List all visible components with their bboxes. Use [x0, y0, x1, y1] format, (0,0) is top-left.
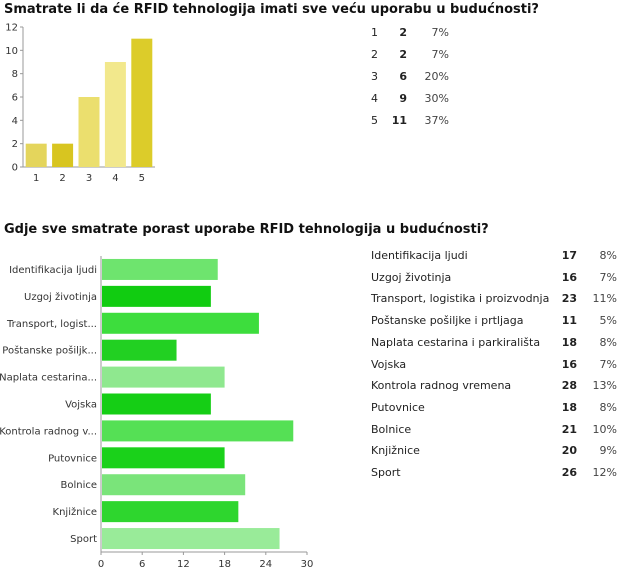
- stats-count: 2: [399, 26, 407, 39]
- bar-4: [104, 62, 126, 167]
- y-tick-label: 6: [12, 93, 18, 104]
- x-tick-label: 4: [112, 173, 118, 184]
- bar-row: [102, 393, 211, 415]
- stats-count: 11: [561, 314, 577, 328]
- bar-2: [52, 143, 74, 167]
- x-tick-label: 6: [139, 559, 145, 570]
- category-label: Transport, logist...: [6, 319, 97, 330]
- stats-count: 18: [561, 335, 577, 349]
- category-label: Putovnice: [48, 453, 97, 464]
- category-label: Uzgoj životinja: [24, 291, 97, 303]
- stats-count: 16: [561, 270, 577, 284]
- category-label: Knjižnice: [53, 506, 97, 518]
- question2-bar-chart: Identifikacija ljudi Uzgoj životinja Trans…: [0, 256, 314, 570]
- stats-label: 5: [371, 114, 378, 127]
- stats-count: 2: [399, 48, 407, 61]
- stats-percent: 8%: [599, 249, 617, 262]
- question1-title: Smatrate li da će RFID tehnologija imati…: [4, 2, 539, 17]
- bar-5: [131, 38, 153, 168]
- bar-row: [102, 528, 280, 550]
- stats-count: 18: [561, 400, 577, 414]
- stats-percent: 7%: [431, 26, 449, 39]
- stats-label: Vojska: [371, 357, 407, 371]
- stats-percent: 5%: [599, 314, 617, 328]
- stats-count: 26: [561, 466, 577, 479]
- stats-count: 16: [561, 357, 577, 371]
- stats-label: Uzgoj životinja: [371, 270, 452, 284]
- stats-label: Poštanske pošiljke i prtljaga: [371, 314, 524, 328]
- stats-percent: 8%: [599, 335, 617, 349]
- x-tick-label: 0: [98, 559, 104, 570]
- bar-row: [102, 285, 211, 307]
- stats-count: 6: [399, 70, 407, 83]
- stats-label: Putovnice: [371, 400, 425, 414]
- stats-percent: 30%: [424, 92, 449, 105]
- stats-percent: 11%: [592, 292, 617, 306]
- category-label: Poštanske pošiljk...: [2, 345, 97, 357]
- stats-label: 2: [371, 48, 378, 61]
- bar-row: [102, 420, 294, 442]
- stats-count: 17: [561, 249, 577, 262]
- category-label: Sport: [70, 534, 97, 545]
- bar-row: [102, 366, 225, 388]
- x-tick-label: 12: [177, 559, 190, 570]
- category-label: Identifikacija ljudi: [9, 265, 97, 276]
- bar-row: [102, 501, 239, 523]
- stats-label: Identifikacija ljudi: [371, 249, 468, 262]
- y-tick-label: 8: [12, 69, 18, 80]
- stats-percent: 37%: [424, 114, 449, 127]
- stats-percent: 13%: [592, 379, 617, 393]
- stats-count: 21: [561, 422, 577, 436]
- bar-row: [102, 258, 218, 280]
- stats-percent: 20%: [424, 70, 449, 83]
- y-tick-label: 12: [5, 23, 18, 34]
- x-tick-label: 18: [218, 559, 231, 570]
- stats-count: 9: [399, 92, 407, 105]
- bar-row: [102, 312, 259, 334]
- stats-percent: 7%: [599, 270, 617, 284]
- y-tick-label: 4: [12, 116, 18, 127]
- x-tick-label: 3: [86, 173, 92, 184]
- stats-percent: 7%: [431, 48, 449, 61]
- x-tick-label: 5: [139, 173, 145, 184]
- stats-label: Naplata cestarina i parkirališta: [371, 335, 541, 349]
- category-label: Bolnice: [60, 480, 97, 491]
- stats-percent: 7%: [599, 357, 617, 371]
- stats-label: Transport, logistika i proizvodnja: [371, 292, 550, 306]
- bar-1: [25, 143, 47, 167]
- stats-label: 3: [371, 70, 378, 83]
- y-tick-label: 0: [12, 163, 18, 174]
- stats-percent: 10%: [592, 422, 617, 436]
- stats-label: 4: [371, 92, 378, 105]
- y-tick-label: 10: [5, 46, 18, 57]
- stats-label: 1: [371, 26, 378, 39]
- question2-title: Gdje sve smatrate porast uporabe RFID te…: [4, 222, 489, 237]
- stats-count: 23: [561, 292, 577, 306]
- stats-percent: 12%: [592, 466, 617, 479]
- x-tick-label: 2: [59, 173, 65, 184]
- bar-row: [102, 447, 225, 469]
- stats-label: Bolnice: [371, 422, 412, 436]
- bar-row: [102, 474, 246, 496]
- stats-count: 28: [561, 379, 577, 393]
- category-label: Vojska: [65, 400, 97, 411]
- stats-count: 11: [391, 114, 407, 127]
- x-tick-label: 1: [33, 173, 39, 184]
- stats-label: Kontrola radnog vremena: [371, 379, 512, 393]
- bar-3: [78, 97, 100, 167]
- stats-percent: 9%: [599, 444, 617, 458]
- category-label: Naplata cestarina...: [0, 373, 97, 384]
- y-tick-label: 2: [12, 139, 18, 150]
- category-label: Kontrola radnog v...: [0, 426, 97, 437]
- stats-percent: 8%: [599, 400, 617, 414]
- stats-count: 20: [561, 444, 577, 458]
- x-tick-label: 30: [301, 559, 314, 570]
- stats-label: Knjižnice: [371, 444, 420, 458]
- stats-label: Sport: [371, 466, 401, 479]
- x-tick-label: 24: [259, 559, 272, 570]
- bar-row: [102, 339, 177, 361]
